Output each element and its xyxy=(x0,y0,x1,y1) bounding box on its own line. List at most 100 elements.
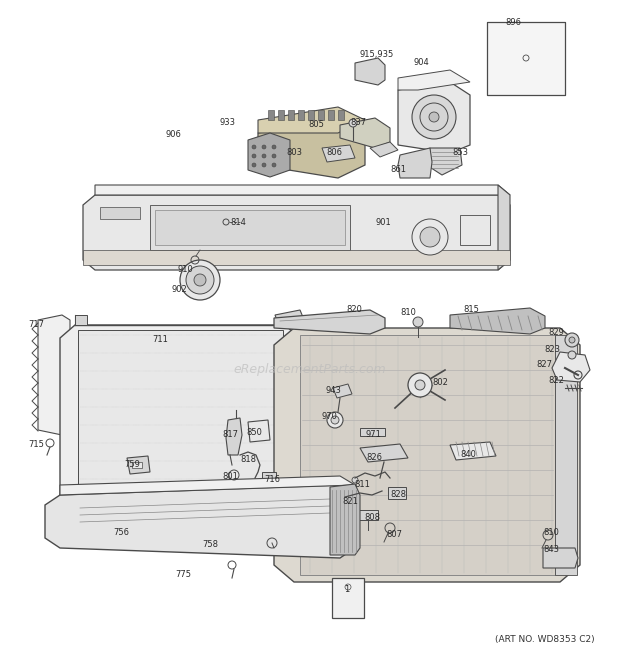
Text: 822: 822 xyxy=(548,376,564,385)
Circle shape xyxy=(252,145,256,149)
Polygon shape xyxy=(83,195,510,270)
Text: 821: 821 xyxy=(342,497,358,506)
Text: 820: 820 xyxy=(346,305,362,314)
Circle shape xyxy=(349,119,357,127)
Polygon shape xyxy=(226,418,242,455)
Polygon shape xyxy=(275,310,305,328)
Polygon shape xyxy=(543,548,578,568)
Text: 810: 810 xyxy=(400,308,416,317)
Bar xyxy=(358,510,378,520)
Bar xyxy=(332,578,364,618)
Circle shape xyxy=(252,154,256,158)
Polygon shape xyxy=(95,185,510,195)
Text: 906: 906 xyxy=(166,130,182,139)
Text: 933: 933 xyxy=(220,118,236,127)
Text: 808: 808 xyxy=(364,513,380,522)
Circle shape xyxy=(413,317,423,327)
Bar xyxy=(388,487,406,499)
Polygon shape xyxy=(83,250,510,265)
Text: 826: 826 xyxy=(366,453,382,462)
Circle shape xyxy=(415,380,425,390)
Polygon shape xyxy=(398,82,470,153)
Circle shape xyxy=(420,227,440,247)
Text: 818: 818 xyxy=(240,455,256,464)
Bar xyxy=(155,210,345,245)
Bar xyxy=(328,110,334,120)
Circle shape xyxy=(272,145,276,149)
Circle shape xyxy=(252,163,256,167)
Text: 717: 717 xyxy=(28,320,44,329)
Polygon shape xyxy=(274,328,580,582)
Text: 904: 904 xyxy=(413,58,429,67)
Bar xyxy=(555,335,577,575)
Circle shape xyxy=(194,274,206,286)
Polygon shape xyxy=(258,107,365,133)
Bar xyxy=(132,462,142,468)
Bar xyxy=(360,428,385,436)
Bar xyxy=(300,335,555,575)
Text: 850: 850 xyxy=(246,428,262,437)
Bar xyxy=(75,315,87,325)
Text: 843: 843 xyxy=(543,545,559,554)
Circle shape xyxy=(272,163,276,167)
Polygon shape xyxy=(398,70,470,90)
Bar xyxy=(298,110,304,120)
Text: 711: 711 xyxy=(152,335,168,344)
Polygon shape xyxy=(248,420,270,442)
Circle shape xyxy=(262,154,266,158)
Bar xyxy=(78,330,283,543)
Bar xyxy=(288,110,294,120)
Text: (ART NO. WD8353 C2): (ART NO. WD8353 C2) xyxy=(495,635,595,644)
Polygon shape xyxy=(330,484,360,555)
Text: 807: 807 xyxy=(386,530,402,539)
Text: 910: 910 xyxy=(178,265,193,274)
Polygon shape xyxy=(355,58,385,85)
Text: 1: 1 xyxy=(344,585,349,594)
Polygon shape xyxy=(498,185,510,270)
Polygon shape xyxy=(340,118,390,148)
Bar xyxy=(100,207,140,219)
Text: 915,935: 915,935 xyxy=(360,50,394,59)
Text: 810: 810 xyxy=(543,528,559,537)
Circle shape xyxy=(327,412,343,428)
Polygon shape xyxy=(258,120,365,178)
Text: 896: 896 xyxy=(505,18,521,27)
Text: eReplacementParts.com: eReplacementParts.com xyxy=(234,364,386,377)
Circle shape xyxy=(565,333,579,347)
Text: 716: 716 xyxy=(264,475,280,484)
Text: 715: 715 xyxy=(28,440,44,449)
Text: 803: 803 xyxy=(286,148,302,157)
Polygon shape xyxy=(370,142,398,157)
Text: 840: 840 xyxy=(460,450,476,459)
Polygon shape xyxy=(127,456,150,474)
Text: 817: 817 xyxy=(222,430,238,439)
Bar xyxy=(262,472,276,482)
Text: 853: 853 xyxy=(452,148,468,157)
Bar xyxy=(268,110,274,120)
Polygon shape xyxy=(422,148,462,175)
Polygon shape xyxy=(398,148,432,178)
Text: 806: 806 xyxy=(326,148,342,157)
Polygon shape xyxy=(274,310,385,334)
Circle shape xyxy=(420,103,448,131)
Text: 811: 811 xyxy=(354,480,370,489)
Text: 901: 901 xyxy=(375,218,391,227)
Polygon shape xyxy=(552,352,590,382)
Text: 971: 971 xyxy=(366,430,382,439)
Bar xyxy=(308,110,314,120)
Bar xyxy=(150,205,350,250)
Text: 970: 970 xyxy=(322,412,338,421)
Text: 756: 756 xyxy=(113,528,129,537)
Circle shape xyxy=(331,416,339,424)
Bar xyxy=(318,110,324,120)
Text: 814: 814 xyxy=(230,218,246,227)
Text: 837: 837 xyxy=(350,118,366,127)
Text: 758: 758 xyxy=(202,540,218,549)
Text: 829: 829 xyxy=(548,328,564,337)
Circle shape xyxy=(412,219,448,255)
Circle shape xyxy=(569,337,575,343)
Polygon shape xyxy=(450,442,496,460)
Text: 828: 828 xyxy=(390,490,406,499)
Polygon shape xyxy=(45,485,355,558)
Polygon shape xyxy=(38,315,70,435)
